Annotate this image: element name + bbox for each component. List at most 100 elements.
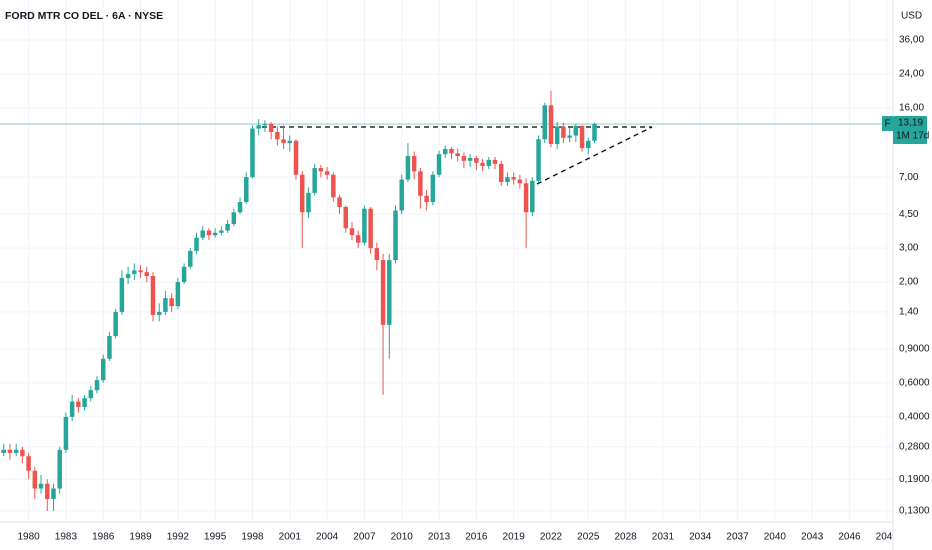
candle-body — [107, 336, 112, 359]
candle-body — [374, 248, 380, 261]
candle-body — [505, 177, 510, 183]
candle-body — [411, 156, 417, 172]
grid — [0, 0, 893, 522]
candle-body — [125, 274, 131, 278]
y-tick-label: 3,00 — [899, 243, 919, 254]
candle-body — [337, 197, 342, 207]
candle-body — [536, 139, 541, 181]
x-tick-label: 2040 — [764, 532, 787, 543]
x-tick-label: 2031 — [652, 532, 675, 543]
y-tick-label: 36,00 — [899, 35, 924, 46]
y-tick-label: 2,00 — [899, 277, 919, 288]
candle-body — [554, 126, 560, 144]
candle-body — [461, 156, 467, 161]
candle-body — [150, 275, 156, 315]
x-tick-label: 1989 — [129, 532, 152, 543]
candle-body — [175, 282, 181, 307]
candle-body — [449, 148, 454, 154]
candle-body — [82, 398, 87, 407]
y-tick-label: 24,00 — [899, 69, 924, 80]
price-tag-box — [893, 116, 927, 145]
candle-body — [144, 272, 149, 276]
x-tick-label: 2025 — [577, 532, 600, 543]
y-axis: 36,00 24,00 16,00 7,00 4,50 3,00 2,00 1,40 0,900… — [899, 35, 930, 517]
y-tick-label: 0,4000 — [899, 411, 930, 422]
candles — [1, 90, 597, 511]
candle-body — [244, 177, 249, 203]
candle-body — [318, 168, 324, 172]
candle-body — [287, 140, 293, 144]
y-tick-label: 0,6000 — [899, 378, 930, 389]
candle-body — [281, 139, 286, 144]
candle-body — [63, 416, 69, 450]
candle-body — [51, 488, 56, 500]
candle-body — [530, 180, 535, 213]
candle-body — [573, 125, 579, 136]
candle-body — [324, 171, 330, 175]
currency: USD — [901, 11, 922, 22]
x-tick-label: 1992 — [167, 532, 190, 543]
candle-body — [113, 311, 118, 337]
x-tick-label: 2034 — [689, 532, 712, 543]
candle-body — [7, 449, 13, 453]
candle-body — [362, 208, 367, 243]
candle-body — [343, 206, 348, 229]
countdown-label: 1M 17d — [896, 131, 929, 142]
candle-body — [200, 230, 205, 238]
x-tick-label: 2010 — [391, 532, 414, 543]
candle-body — [26, 456, 31, 471]
x-tick-label: 2007 — [353, 532, 376, 543]
candle-body — [45, 483, 50, 500]
candle-body — [443, 148, 448, 155]
candle-body — [306, 192, 311, 213]
x-tick-label: 2046 — [838, 532, 861, 543]
candle-body — [119, 277, 125, 312]
candle-body — [100, 358, 106, 381]
candle-body — [268, 123, 274, 132]
candle-body — [181, 266, 187, 283]
candle-body — [579, 125, 585, 149]
x-tick-label: 2019 — [503, 532, 526, 543]
candle-body — [156, 311, 162, 315]
candle-body — [57, 449, 62, 489]
x-tick-label: 1980 — [17, 532, 40, 543]
candle-body — [498, 163, 504, 183]
x-tick-label: 2001 — [279, 532, 302, 543]
candle-body — [256, 125, 261, 129]
symbol-tag — [882, 116, 893, 132]
price-tag: F 13,19 1M 17d — [882, 116, 929, 145]
candle-body — [69, 401, 75, 417]
x-tick-label: 2049 — [876, 532, 899, 543]
axes: 1980 1983 1986 1989 1992 1995 1998 2001 2004 2007… — [17, 532, 899, 543]
last-price-label: 13,19 — [898, 118, 923, 129]
candle-body — [393, 210, 398, 261]
x-tick-label: 1983 — [55, 532, 78, 543]
candle-body — [312, 168, 317, 193]
x-tick-label: 2037 — [726, 532, 749, 543]
candle-body — [262, 123, 268, 126]
symbol-label: F — [884, 119, 890, 130]
candle-body — [32, 470, 38, 489]
candle-body — [399, 179, 404, 211]
x-tick-label: 2004 — [316, 532, 339, 543]
candle-body — [405, 156, 411, 180]
candle-body — [231, 212, 237, 224]
candle-body — [13, 449, 19, 453]
candle-body — [188, 250, 193, 267]
candle-body — [418, 171, 423, 196]
candle-body — [355, 235, 361, 243]
candle-body — [368, 208, 373, 249]
x-tick-label: 1986 — [92, 532, 115, 543]
candle-body — [20, 449, 25, 457]
x-tick-label: 2028 — [614, 532, 637, 543]
candle-body — [430, 174, 436, 203]
candle-body — [467, 157, 473, 161]
candle-body — [169, 298, 174, 307]
candle-body — [219, 230, 224, 233]
candle-body — [424, 195, 429, 203]
candle-body — [38, 483, 44, 489]
y-tick-label: 7,00 — [899, 172, 919, 183]
y-tick-label: 0,1900 — [899, 474, 930, 485]
candle-body — [94, 380, 100, 391]
